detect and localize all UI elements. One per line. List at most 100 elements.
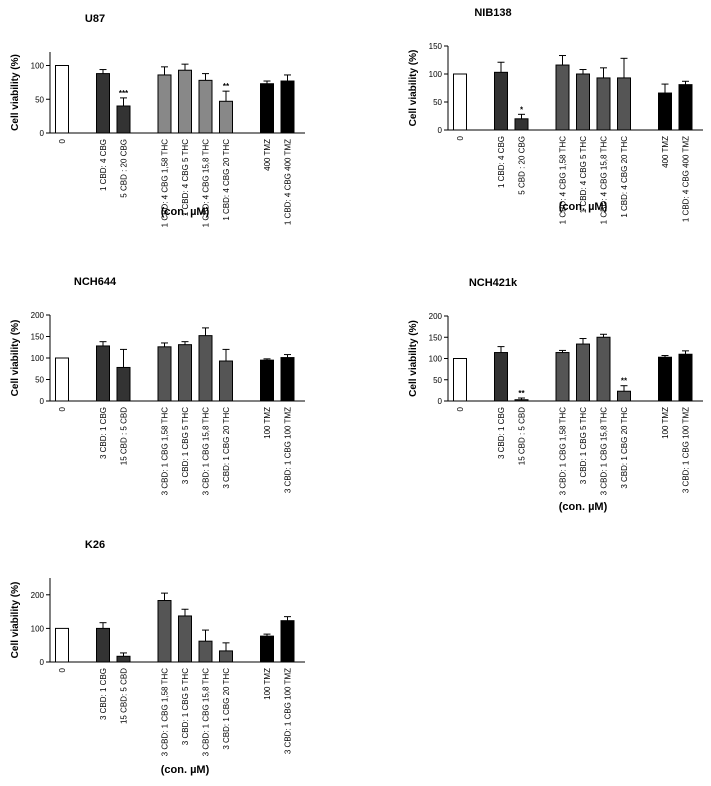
- x-tick-label: 1 CBD: 4 CBG 1,58 THC: [161, 139, 170, 228]
- panel: NIB138 Cell viability (%) 0 50 100 150 0 1 CBD:…: [408, 7, 703, 224]
- y-tick-label: 100: [31, 624, 45, 633]
- x-tick-label: 1 CBD: 4 CBG 20 THC: [620, 136, 629, 218]
- x-tick-label: 3 CBD: 1 CBG 100 TMZ: [682, 407, 691, 493]
- bar: [514, 399, 529, 402]
- x-tick-label: 3 CBD: 1 CBG 15,8 THC: [202, 668, 211, 757]
- y-tick-label: 50: [35, 376, 44, 385]
- x-tick-label: 3 CBD: 1 CBG 20 THC: [222, 668, 231, 750]
- x-tick-label: 0: [456, 406, 465, 411]
- x-tick-label: 3 CBD: 1 CBG 100 TMZ: [284, 407, 293, 493]
- bar: [678, 353, 693, 402]
- x-tick-label: 400 TMZ: [661, 136, 670, 168]
- bar: [198, 640, 213, 663]
- bar: [178, 615, 192, 663]
- bar: [96, 627, 110, 663]
- y-tick-label: 0: [40, 129, 45, 138]
- significance: **: [621, 377, 628, 386]
- bar: [96, 73, 110, 134]
- x-tick-label: 0: [58, 667, 67, 672]
- panel: NCH421k Cell viability (%) 0 50 100 150 200 0 3 …: [408, 277, 703, 513]
- panel-title: NIB138: [474, 7, 511, 19]
- significance: **: [518, 389, 525, 398]
- x-tick-label: 15 CBD : 5 CBD: [120, 407, 129, 465]
- bar: [280, 80, 295, 134]
- bar: [453, 358, 467, 402]
- x-tick-label: 3 CBD: 1 CBG 1,58 THC: [161, 407, 170, 496]
- bar: [198, 79, 213, 134]
- x-tick-label: 1 CBD: 4 CBG: [497, 136, 506, 188]
- y-tick-label: 150: [31, 333, 45, 342]
- bar: [494, 352, 508, 402]
- y-axis-label: Cell viability (%): [10, 54, 21, 131]
- panel: U87 Cell viability (%) 0 50 100 0 1 CBD: 4 CBG…: [10, 13, 305, 227]
- y-tick-label: 150: [429, 42, 443, 51]
- x-axis-label: (con. µM): [559, 501, 608, 513]
- bar: [617, 77, 631, 131]
- significance: **: [223, 82, 230, 91]
- panel-title: NCH644: [74, 276, 117, 288]
- x-tick-label: 1 CBD: 4 CBG 5 THC: [579, 136, 588, 213]
- panel: K26 Cell viability (%) 0 100 200 0 3 CBD: 1 CB…: [10, 539, 305, 776]
- y-tick-label: 0: [438, 397, 443, 406]
- x-tick-label: 400 TMZ: [263, 139, 272, 171]
- panel: NCH644 Cell viability (%) 0 50 100 150 200 0 3 C…: [10, 276, 305, 495]
- x-tick-label: 100 TMZ: [263, 407, 272, 439]
- x-tick-label: 1 CBD: 4 CBG: [99, 139, 108, 191]
- x-axis-label: (con. µM): [161, 206, 210, 218]
- panel-title: U87: [85, 13, 105, 25]
- bar: [55, 357, 69, 402]
- bar: [198, 335, 213, 402]
- panel-title: NCH421k: [469, 277, 518, 289]
- bar: [157, 346, 172, 402]
- x-tick-label: 3 CBD: 1 CBG 100 TMZ: [284, 668, 293, 754]
- x-tick-label: 5 CBD : 20 CBG: [120, 139, 129, 198]
- x-tick-label: 15 CBD: 5 CBD: [120, 668, 129, 724]
- x-tick-label: 0: [58, 406, 67, 411]
- bar: [157, 600, 172, 663]
- y-tick-label: 100: [31, 354, 45, 363]
- y-axis-label: Cell viability (%): [10, 320, 21, 397]
- x-tick-label: 1 CBD: 4 CBG 15,8 THC: [600, 136, 609, 225]
- y-tick-label: 0: [40, 658, 45, 667]
- bar: [494, 71, 508, 131]
- x-tick-label: 3 CBD: 1 CBG 15,8 THC: [600, 407, 609, 496]
- x-tick-label: 1 CBD: 4 CBG 1,58 THC: [559, 136, 568, 225]
- bar: [617, 390, 631, 402]
- x-tick-label: 3 CBD: 1 CBG 5 THC: [181, 407, 190, 484]
- x-tick-label: 3 CBD: 1 CBG 5 THC: [181, 668, 190, 745]
- x-tick-label: 1 CBD: 4 CBG 400 TMZ: [682, 136, 691, 222]
- x-tick-label: 15 CBD : 5 CBD: [518, 407, 527, 465]
- bar: [658, 92, 672, 131]
- x-tick-label: 5 CBD : 20 CBG: [518, 136, 527, 195]
- x-tick-label: 0: [456, 135, 465, 140]
- x-tick-label: 1 CBD: 4 CBG 400 TMZ: [284, 139, 293, 225]
- significance: *: [520, 105, 524, 114]
- bar: [576, 73, 590, 131]
- x-tick-label: 3 CBD: 1 CBG 1,58 THC: [559, 407, 568, 496]
- bar: [55, 65, 69, 134]
- y-tick-label: 100: [31, 62, 45, 71]
- bar: [514, 118, 529, 131]
- x-tick-label: 1 CBD: 4 CBG 15,8 THC: [202, 139, 211, 228]
- y-tick-label: 50: [433, 376, 442, 385]
- x-tick-label: 100 TMZ: [263, 668, 272, 700]
- y-tick-label: 200: [429, 312, 443, 321]
- bar: [219, 360, 233, 402]
- x-tick-label: 3 CBD: 1 CBG 15,8 THC: [202, 407, 211, 496]
- y-axis-label: Cell viability (%): [408, 50, 419, 127]
- x-tick-label: 3 CBD: 1 CBG: [99, 668, 108, 720]
- bar: [116, 105, 131, 134]
- y-tick-label: 150: [429, 333, 443, 342]
- x-tick-label: 3 CBD: 1 CBG 5 THC: [579, 407, 588, 484]
- x-tick-label: 3 CBD: 1 CBG 20 THC: [222, 407, 231, 489]
- bar: [116, 366, 131, 402]
- bar: [219, 100, 233, 134]
- bar: [658, 356, 672, 402]
- y-tick-label: 100: [429, 355, 443, 364]
- x-tick-label: 3 CBD: 1 CBG 20 THC: [620, 407, 629, 489]
- bar: [555, 64, 570, 131]
- bar: [555, 352, 570, 402]
- bar: [678, 84, 693, 131]
- y-tick-label: 50: [433, 98, 442, 107]
- bar: [280, 357, 295, 402]
